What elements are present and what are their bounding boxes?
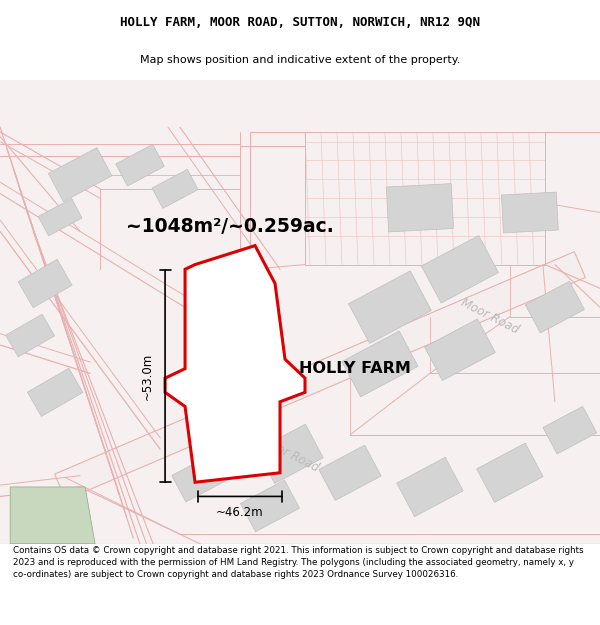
Polygon shape xyxy=(349,271,431,343)
Polygon shape xyxy=(18,259,72,308)
Polygon shape xyxy=(49,148,112,202)
Text: HOLLY FARM: HOLLY FARM xyxy=(299,361,411,376)
Text: HOLLY FARM, MOOR ROAD, SUTTON, NORWICH, NR12 9QN: HOLLY FARM, MOOR ROAD, SUTTON, NORWICH, … xyxy=(120,16,480,29)
Polygon shape xyxy=(116,144,164,186)
Text: ~1048m²/~0.259ac.: ~1048m²/~0.259ac. xyxy=(126,217,334,236)
Polygon shape xyxy=(10,487,95,544)
Polygon shape xyxy=(38,199,82,236)
Polygon shape xyxy=(319,445,381,501)
Text: Map shows position and indicative extent of the property.: Map shows position and indicative extent… xyxy=(140,55,460,65)
Text: Moor Road: Moor Road xyxy=(259,434,321,474)
Polygon shape xyxy=(6,314,55,357)
Text: Moor Road: Moor Road xyxy=(459,296,521,337)
Polygon shape xyxy=(425,319,496,381)
Text: ~53.0m: ~53.0m xyxy=(140,352,154,400)
Polygon shape xyxy=(28,368,83,416)
Polygon shape xyxy=(543,406,597,454)
Polygon shape xyxy=(165,246,305,482)
Polygon shape xyxy=(55,252,586,500)
Polygon shape xyxy=(397,458,463,517)
Polygon shape xyxy=(525,281,584,333)
Polygon shape xyxy=(342,331,418,397)
Polygon shape xyxy=(172,453,228,502)
Text: ~46.2m: ~46.2m xyxy=(216,506,264,519)
Polygon shape xyxy=(421,236,499,303)
Polygon shape xyxy=(0,80,600,544)
Polygon shape xyxy=(257,424,323,484)
Text: Contains OS data © Crown copyright and database right 2021. This information is : Contains OS data © Crown copyright and d… xyxy=(13,546,584,579)
Polygon shape xyxy=(502,192,559,233)
Polygon shape xyxy=(386,184,454,232)
Polygon shape xyxy=(152,169,198,208)
Polygon shape xyxy=(477,443,543,503)
Polygon shape xyxy=(241,480,299,532)
